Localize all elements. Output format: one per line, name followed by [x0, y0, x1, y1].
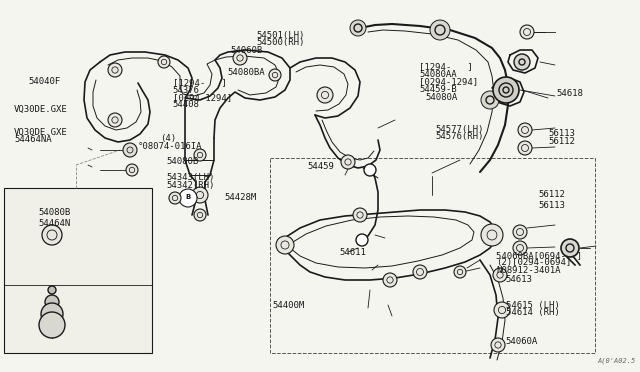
Circle shape	[42, 225, 62, 245]
Circle shape	[108, 113, 122, 127]
Text: 54428M: 54428M	[224, 193, 256, 202]
Bar	[270, 158, 595, 353]
Text: 54408: 54408	[173, 100, 200, 109]
Circle shape	[493, 77, 519, 103]
Text: 54060BA[0694-  ]: 54060BA[0694- ]	[496, 251, 582, 260]
Circle shape	[513, 241, 527, 255]
Text: [0294-1294]: [0294-1294]	[173, 93, 232, 102]
Text: 54080A: 54080A	[426, 93, 458, 102]
Text: VQ30DE.GXE: VQ30DE.GXE	[14, 128, 68, 137]
Text: 56112: 56112	[548, 137, 575, 146]
Circle shape	[561, 239, 579, 257]
Text: N08912-3401A: N08912-3401A	[496, 266, 561, 275]
Text: (4): (4)	[160, 134, 176, 143]
Circle shape	[518, 141, 532, 155]
Text: 54613: 54613	[506, 275, 532, 283]
Circle shape	[356, 234, 368, 246]
Text: (2)[0294-0694]: (2)[0294-0694]	[496, 258, 572, 267]
Circle shape	[518, 123, 532, 137]
Text: 54459: 54459	[307, 162, 334, 171]
Circle shape	[481, 224, 503, 246]
Text: 54060A: 54060A	[506, 337, 538, 346]
Circle shape	[41, 303, 63, 325]
Circle shape	[45, 295, 59, 309]
Text: 54614 (RH): 54614 (RH)	[506, 308, 559, 317]
Circle shape	[491, 338, 505, 352]
Text: 54501(LH): 54501(LH)	[256, 31, 305, 40]
Circle shape	[276, 236, 294, 254]
Text: 54342(RH): 54342(RH)	[166, 181, 215, 190]
Text: 54080B: 54080B	[38, 208, 70, 217]
Text: 56112: 56112	[539, 190, 566, 199]
Circle shape	[317, 87, 333, 103]
Circle shape	[169, 192, 181, 204]
Text: [0294-1294]: [0294-1294]	[419, 77, 478, 86]
Text: 54459-B: 54459-B	[419, 85, 457, 94]
Text: 56113: 56113	[539, 201, 566, 210]
Text: VQ30DE.GXE: VQ30DE.GXE	[14, 105, 68, 114]
Circle shape	[108, 63, 122, 77]
Circle shape	[520, 25, 534, 39]
Text: 54577(LH): 54577(LH)	[435, 125, 484, 134]
Text: [1294-   ]: [1294- ]	[173, 78, 227, 87]
Circle shape	[454, 266, 466, 278]
Text: 54060B: 54060B	[230, 46, 262, 55]
Circle shape	[522, 27, 532, 37]
Circle shape	[513, 225, 527, 239]
Circle shape	[179, 189, 197, 207]
Circle shape	[126, 164, 138, 176]
Text: 54040F: 54040F	[28, 77, 60, 86]
Circle shape	[123, 143, 137, 157]
Text: 54576(RH): 54576(RH)	[435, 132, 484, 141]
Text: 54343(LH): 54343(LH)	[166, 173, 215, 182]
Circle shape	[194, 149, 206, 161]
Circle shape	[158, 56, 170, 68]
Text: 54080BA: 54080BA	[227, 68, 265, 77]
Text: A(0'A02.5: A(0'A02.5	[598, 357, 636, 364]
Text: 54500(RH): 54500(RH)	[256, 38, 305, 47]
Text: [1294-   ]: [1294- ]	[419, 62, 473, 71]
Circle shape	[233, 51, 247, 65]
Circle shape	[493, 268, 507, 282]
Text: 54080AA: 54080AA	[419, 70, 457, 79]
Text: B: B	[186, 194, 191, 200]
Text: 54376: 54376	[173, 86, 200, 94]
Text: 54618: 54618	[557, 89, 584, 97]
Text: 54464N: 54464N	[38, 219, 70, 228]
Text: 54080B: 54080B	[166, 157, 198, 166]
Bar	[4, 188, 152, 353]
Circle shape	[481, 91, 499, 109]
Circle shape	[269, 69, 281, 81]
Circle shape	[48, 286, 56, 294]
Text: 56113: 56113	[548, 129, 575, 138]
Text: °08074-016IA: °08074-016IA	[138, 142, 202, 151]
Circle shape	[364, 164, 376, 176]
Circle shape	[494, 302, 510, 318]
Circle shape	[413, 265, 427, 279]
Text: 54611: 54611	[339, 248, 366, 257]
Circle shape	[39, 312, 65, 338]
Circle shape	[192, 187, 208, 203]
Circle shape	[350, 20, 366, 36]
Text: 54464NA: 54464NA	[14, 135, 52, 144]
Circle shape	[514, 54, 530, 70]
Circle shape	[498, 82, 518, 102]
Circle shape	[194, 209, 206, 221]
Circle shape	[341, 155, 355, 169]
Circle shape	[430, 20, 450, 40]
Text: 54615 (LH): 54615 (LH)	[506, 301, 559, 310]
Circle shape	[383, 273, 397, 287]
Text: 54400M: 54400M	[272, 301, 304, 310]
Circle shape	[353, 208, 367, 222]
